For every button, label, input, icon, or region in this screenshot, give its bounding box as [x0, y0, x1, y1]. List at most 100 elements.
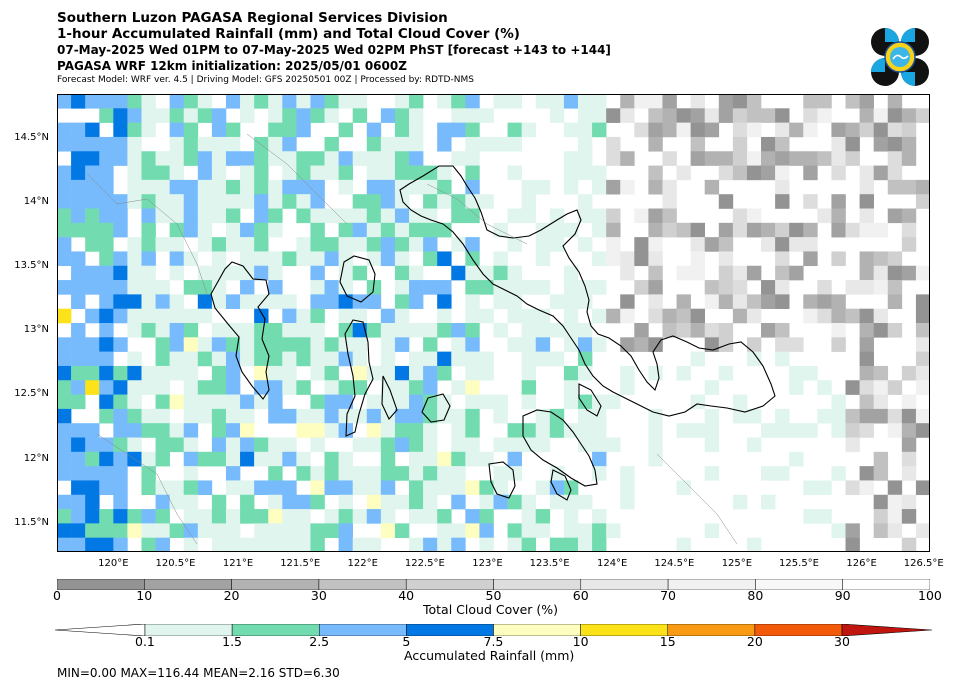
grid-cell [366, 323, 382, 338]
grid-cell [437, 408, 452, 424]
grid-cell [155, 437, 170, 453]
grid-cell [338, 509, 353, 524]
grid-cell [296, 108, 311, 123]
grid-cell [324, 280, 339, 295]
grid-cell [240, 151, 255, 166]
grid-cell [324, 380, 339, 395]
grid-cell [901, 437, 917, 453]
grid-cell [887, 423, 903, 438]
grid-cell [563, 323, 579, 338]
grid-cell [676, 480, 691, 496]
grid-cell [690, 94, 706, 109]
grid-cell [155, 408, 170, 424]
grid-cell [465, 308, 480, 324]
grid-cell [57, 423, 72, 438]
grid-cell [451, 194, 466, 209]
grid-cell [831, 394, 846, 410]
grid-cell [423, 365, 438, 381]
grid-cell [465, 437, 480, 453]
grid-cell [338, 122, 353, 138]
grid-cell [310, 179, 325, 195]
grid-cell [268, 408, 283, 424]
grid-cell [99, 451, 114, 467]
grid-cell [394, 323, 410, 338]
grid-cell [99, 380, 114, 395]
grid-cell [155, 294, 170, 309]
grid-cell [873, 494, 889, 510]
grid-cell [437, 394, 452, 410]
grid-cell [380, 437, 396, 453]
grid-cell [535, 408, 551, 424]
grid-cell [535, 480, 551, 496]
grid-cell [169, 251, 185, 267]
grid-cell [324, 408, 339, 424]
grid-cell [437, 179, 452, 195]
grid-cell [240, 237, 255, 252]
lat-tick-label: 13.5°N [14, 260, 49, 272]
grid-cell [549, 323, 565, 338]
grid-cell [254, 308, 269, 324]
grid-cell [859, 222, 874, 238]
grid-cell [282, 94, 297, 109]
grid-cell [169, 523, 185, 538]
grid-cell [71, 222, 86, 238]
grid-cell [169, 151, 185, 166]
grid-cell [71, 480, 86, 496]
grid-cell [761, 323, 776, 338]
grid-cell [873, 280, 889, 295]
grid-cell [409, 222, 424, 238]
grid-cell [577, 136, 593, 152]
grid-cell [761, 423, 776, 438]
grid-cell [141, 537, 156, 553]
grid-cell [183, 537, 199, 553]
grid-cell [423, 466, 438, 481]
grid-cell [99, 165, 114, 181]
grid-cell [366, 494, 382, 510]
grid-cell [197, 294, 213, 309]
grid-cell [352, 194, 368, 209]
grid-cell [155, 423, 170, 438]
grid-cell [423, 237, 438, 252]
grid-cell [859, 251, 874, 267]
grid-cell [310, 208, 325, 224]
grid-cell [71, 451, 86, 467]
grid-cell [366, 365, 382, 381]
grid-cell [521, 394, 537, 410]
grid-cell [620, 494, 635, 510]
grid-cell [225, 480, 241, 496]
grid-cell [859, 380, 874, 395]
grid-cell [183, 108, 199, 123]
grid-cell [732, 265, 748, 281]
grid-cell [775, 136, 790, 152]
grid-cell [85, 466, 100, 481]
grid-cell [479, 451, 494, 467]
grid-cell [352, 509, 368, 524]
grid-cell [380, 108, 396, 123]
grid-cell [113, 408, 128, 424]
grid-cell [394, 251, 410, 267]
grid-cell [775, 337, 790, 352]
grid-cell [183, 480, 199, 496]
grid-cell [394, 523, 410, 538]
grid-cell [99, 408, 114, 424]
grid-cell [254, 165, 269, 181]
grid-cell [775, 408, 790, 424]
grid-cell [352, 94, 368, 109]
grid-cell [845, 523, 860, 538]
cloud-colorbar-segment [580, 579, 669, 590]
rain-tick-label: 15 [659, 634, 676, 649]
grid-cell [352, 408, 368, 424]
grid-cell [113, 423, 128, 438]
grid-cell [268, 480, 283, 496]
grid-cell [85, 523, 100, 538]
grid-cell [254, 523, 269, 538]
grid-cell [183, 208, 199, 224]
grid-cell [915, 323, 931, 338]
grid-cell [817, 94, 832, 109]
rain-colorbar-segment [231, 624, 320, 636]
grid-cell [521, 351, 537, 367]
grid-cell [718, 365, 734, 381]
rain-tick-label: 1.5 [222, 634, 243, 649]
grid-cell [183, 280, 199, 295]
grid-cell [211, 280, 227, 295]
